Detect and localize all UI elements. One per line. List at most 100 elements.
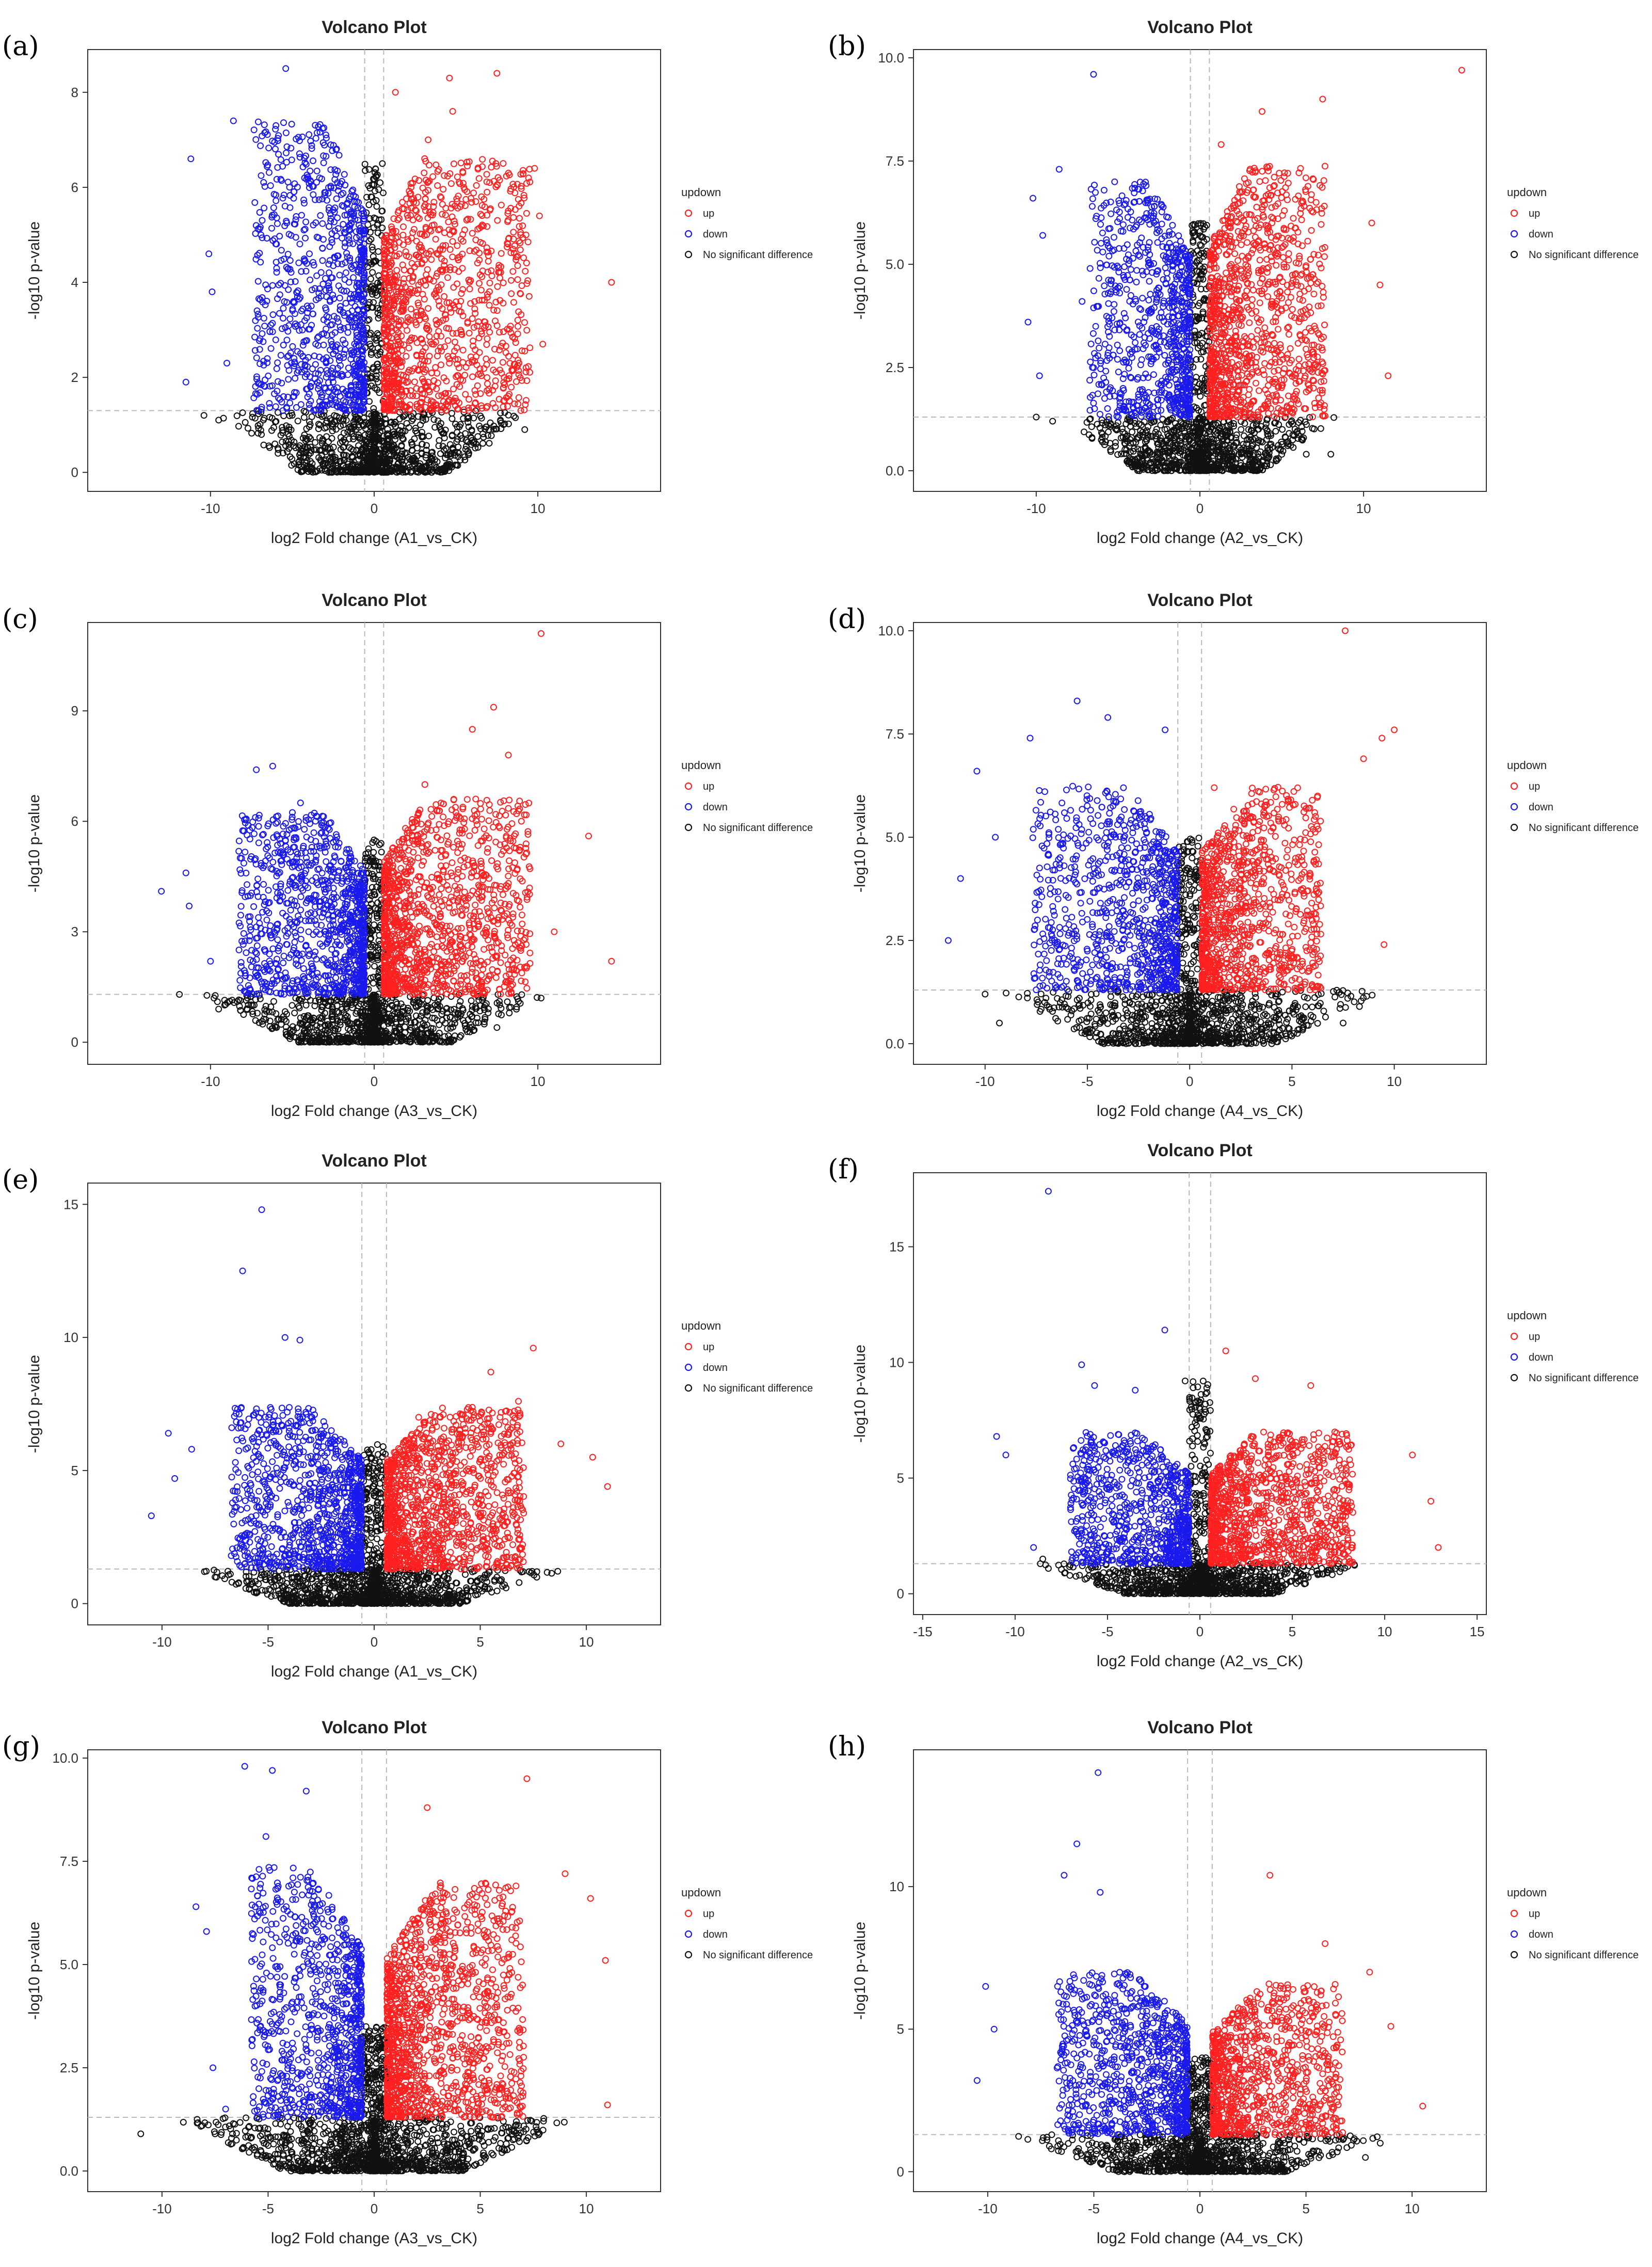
up-point (468, 199, 475, 206)
down-point (290, 393, 297, 401)
down-point (335, 357, 343, 364)
up-point (464, 163, 471, 170)
nsd-point (458, 435, 466, 442)
up-point (395, 379, 403, 387)
down-point (346, 222, 354, 230)
nsd-point (370, 224, 377, 231)
nsd-point (350, 423, 358, 430)
down-point (305, 326, 312, 333)
down-point (360, 339, 367, 346)
down-point (360, 366, 367, 373)
nsd-point (1275, 421, 1282, 428)
up-point (488, 247, 495, 254)
down-point (350, 401, 358, 408)
nsd-point (344, 458, 351, 465)
nsd-point (1241, 420, 1248, 427)
up-point (457, 376, 464, 383)
nsd-point (1162, 437, 1169, 444)
nsd-point (296, 458, 303, 465)
up-point (500, 299, 507, 307)
down-point (265, 145, 272, 152)
down-point (208, 288, 216, 295)
down-point (360, 363, 367, 370)
up-point (469, 315, 476, 322)
up-point (411, 365, 418, 372)
nsd-point (1210, 436, 1217, 442)
nsd-point (462, 430, 469, 437)
up-point (466, 247, 473, 254)
up-point (458, 331, 465, 338)
up-point (472, 391, 479, 398)
down-point (356, 393, 363, 400)
up-point (475, 175, 483, 182)
down-point (278, 379, 285, 387)
nsd-point (332, 426, 340, 433)
nsd-point (1248, 442, 1256, 450)
down-point (310, 262, 317, 269)
up-point (514, 276, 521, 283)
down-point (272, 240, 279, 247)
nsd-point (307, 450, 314, 457)
down-point (333, 403, 341, 410)
nsd-point (1277, 445, 1284, 453)
nsd-point (301, 461, 308, 469)
nsd-point (1253, 462, 1260, 470)
up-point (519, 234, 526, 242)
nsd-point (1239, 454, 1246, 461)
up-point (432, 364, 439, 371)
down-point (349, 265, 356, 272)
nsd-point (403, 420, 410, 427)
down-point (325, 261, 332, 268)
down-point (261, 323, 268, 330)
up-point (505, 217, 512, 224)
down-point (250, 394, 258, 402)
down-point (320, 152, 327, 159)
up-point (488, 273, 495, 279)
down-point (274, 220, 281, 227)
nsd-point (372, 166, 379, 172)
down-point (268, 225, 275, 232)
nsd-point (1147, 460, 1154, 467)
up-point (507, 185, 515, 193)
up-point (504, 244, 511, 250)
up-point (512, 256, 520, 263)
up-point (462, 391, 469, 398)
down-point (264, 131, 271, 138)
up-point (381, 247, 388, 254)
up-point (453, 195, 460, 202)
nsd-point (314, 467, 321, 474)
nsd-point (497, 409, 504, 417)
up-point (456, 253, 463, 260)
down-point (275, 132, 282, 139)
up-point (471, 298, 478, 305)
down-point (277, 280, 284, 287)
up-point (523, 280, 531, 287)
down-point (342, 346, 349, 354)
up-point (486, 301, 493, 309)
up-point (480, 196, 488, 203)
nsd-point (362, 438, 370, 445)
nsd-point (1247, 434, 1254, 441)
down-point (353, 329, 360, 336)
down-point (327, 184, 334, 191)
up-point (511, 242, 518, 249)
up-point (409, 274, 416, 281)
down-point (294, 348, 301, 355)
up-point (385, 260, 392, 267)
down-point (278, 247, 285, 254)
down-point (334, 214, 341, 221)
up-point (399, 199, 406, 206)
nsd-point (444, 451, 452, 458)
down-point (351, 368, 358, 375)
legend-marker (684, 230, 693, 238)
nsd-point (1298, 428, 1306, 435)
up-point (478, 328, 485, 335)
down-point (223, 360, 231, 366)
down-point (347, 317, 354, 324)
nsd-point (1272, 419, 1279, 426)
up-point (502, 343, 509, 349)
down-point (334, 260, 341, 267)
nsd-point (399, 435, 406, 442)
nsd-point (454, 462, 461, 469)
